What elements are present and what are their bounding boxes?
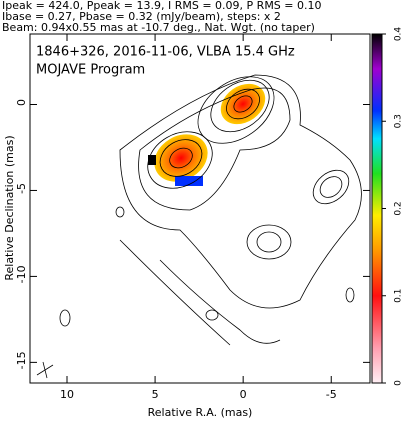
y-tick-label: 0 bbox=[15, 99, 28, 106]
colorbar-tick-label: 0.3 bbox=[394, 114, 404, 128]
contours bbox=[36, 74, 362, 379]
x-axis-label: Relative R.A. (mas) bbox=[148, 406, 253, 419]
chart-subtitle: MOJAVE Program bbox=[36, 63, 145, 78]
blue-patch bbox=[175, 176, 203, 186]
colorbar-tick-label: 0 bbox=[394, 380, 404, 386]
y-tick-label: -15 bbox=[15, 351, 28, 369]
y-tick-label: -10 bbox=[15, 265, 28, 283]
plot-frame bbox=[29, 33, 371, 384]
colorbar-tick-label: 0.2 bbox=[394, 201, 404, 215]
header: Ipeak = 424.0, Ppeak = 13.9, I RMS = 0.0… bbox=[2, 0, 322, 12]
colorbar-tick-label: 0.1 bbox=[394, 289, 404, 303]
dark-patch bbox=[148, 155, 156, 165]
x-tick-label: -5 bbox=[326, 388, 337, 401]
y-axis-label: Relative Declination (mas) bbox=[3, 135, 16, 280]
chart-title: 1846+326, 2016-11-06, VLBA 15.4 GHz bbox=[36, 45, 295, 60]
header: Beam: 0.94x0.55 mas at -10.7 deg., Nat. … bbox=[2, 21, 315, 34]
x-tick-label: 10 bbox=[60, 388, 74, 401]
x-tick-label: 5 bbox=[152, 388, 159, 401]
colorbar bbox=[371, 33, 383, 384]
x-tick-label: 0 bbox=[240, 388, 247, 401]
header: Ibase = 0.27, Pbase = 0.32 (mJy/beam), s… bbox=[2, 10, 281, 23]
y-tick-label: -5 bbox=[15, 183, 28, 194]
colorbar-tick-label: 0.4 bbox=[394, 27, 404, 42]
